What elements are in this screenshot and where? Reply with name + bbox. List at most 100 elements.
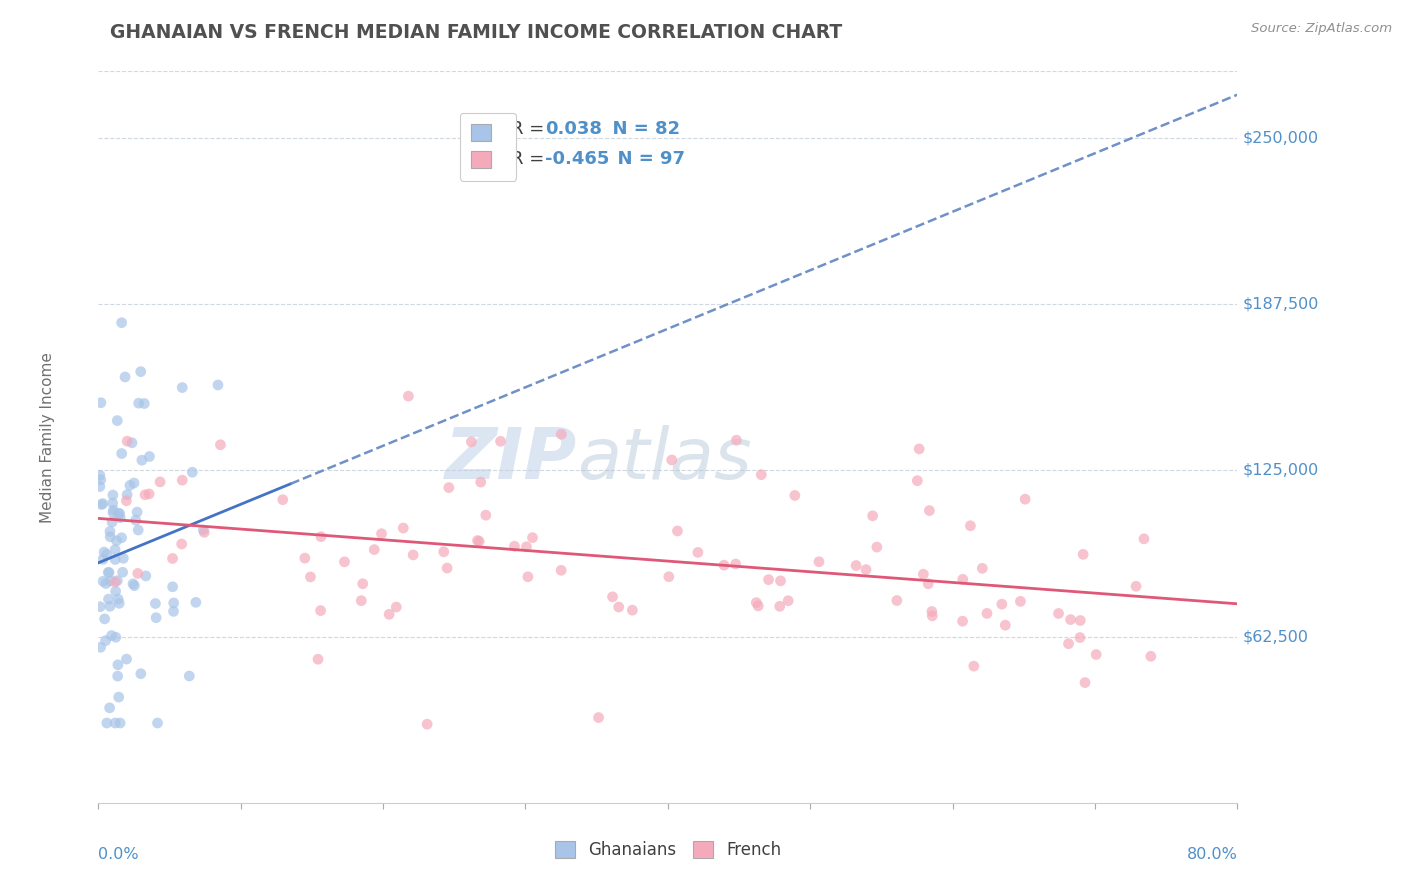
Text: $125,000: $125,000 [1243, 463, 1319, 478]
Legend: Ghanaians, French: Ghanaians, French [546, 833, 790, 868]
Point [193, 525, 215, 540]
Point [666, 524, 689, 538]
Point [129, 365, 152, 379]
Point [104, 542, 127, 557]
Point [101, 506, 124, 520]
Point [100, 629, 122, 643]
Point [91, 574, 114, 589]
Point [309, 604, 332, 618]
Point [107, 507, 129, 521]
Point [105, 414, 128, 428]
Point [162, 604, 184, 618]
Point [522, 531, 544, 545]
Point [127, 523, 149, 537]
Point [658, 570, 681, 584]
Point [121, 435, 143, 450]
Point [108, 507, 131, 521]
Point [963, 659, 986, 673]
Point [146, 716, 169, 731]
Point [333, 555, 356, 569]
Point [91, 552, 114, 566]
Point [90, 498, 112, 512]
Point [149, 475, 172, 489]
Point [172, 380, 194, 394]
Point [97, 566, 120, 580]
Point [138, 450, 160, 464]
Point [181, 465, 204, 479]
Point [769, 574, 792, 588]
Point [108, 716, 131, 731]
Point [1071, 547, 1094, 561]
Point [758, 573, 780, 587]
Text: 80.0%: 80.0% [1187, 847, 1237, 862]
Point [101, 496, 124, 510]
Point [184, 595, 207, 609]
Point [918, 503, 941, 517]
Point [104, 716, 127, 731]
Point [294, 551, 316, 566]
Point [94, 576, 117, 591]
Point [209, 438, 232, 452]
Point [118, 478, 141, 492]
Point [845, 558, 868, 573]
Point [107, 669, 129, 683]
Point [104, 630, 127, 644]
Point [101, 515, 124, 529]
Point [416, 717, 439, 731]
Point [1125, 579, 1147, 593]
Text: GHANAIAN VS FRENCH MEDIAN FAMILY INCOME CORRELATION CHART: GHANAIAN VS FRENCH MEDIAN FAMILY INCOME … [110, 23, 842, 42]
Point [1133, 532, 1156, 546]
Point [363, 542, 385, 557]
Point [725, 434, 748, 448]
Point [98, 599, 121, 614]
Point [1014, 492, 1036, 507]
Point [89, 468, 111, 483]
Point [172, 473, 194, 487]
Point [134, 396, 156, 410]
Point [135, 569, 157, 583]
Point [90, 473, 112, 487]
Point [959, 518, 981, 533]
Point [105, 533, 128, 548]
Point [607, 600, 630, 615]
Point [91, 497, 114, 511]
Point [94, 633, 117, 648]
Point [170, 537, 193, 551]
Point [1074, 675, 1097, 690]
Point [107, 592, 129, 607]
Point [111, 316, 134, 330]
Point [917, 576, 939, 591]
Point [134, 488, 156, 502]
Point [138, 487, 160, 501]
Point [515, 540, 537, 554]
Point [588, 710, 610, 724]
Point [105, 574, 128, 588]
Point [433, 545, 456, 559]
Point [115, 652, 138, 666]
Point [1069, 614, 1091, 628]
Point [124, 579, 146, 593]
Point [309, 530, 332, 544]
Point [104, 552, 127, 566]
Point [470, 475, 492, 489]
Point [1140, 649, 1163, 664]
Point [107, 690, 129, 705]
Text: $250,000: $250,000 [1243, 130, 1319, 145]
Point [686, 545, 709, 559]
Point [114, 370, 136, 384]
Text: 0.0%: 0.0% [98, 847, 139, 862]
Point [98, 566, 121, 580]
Point [97, 592, 120, 607]
Point [661, 453, 683, 467]
Point [908, 442, 931, 456]
Point [1010, 594, 1032, 608]
Point [352, 576, 374, 591]
Point [110, 531, 132, 545]
Point [162, 580, 184, 594]
Point [437, 481, 460, 495]
Point [503, 539, 526, 553]
Point [145, 610, 167, 624]
Point [104, 574, 127, 589]
Text: R =: R = [510, 120, 550, 138]
Point [378, 607, 401, 622]
